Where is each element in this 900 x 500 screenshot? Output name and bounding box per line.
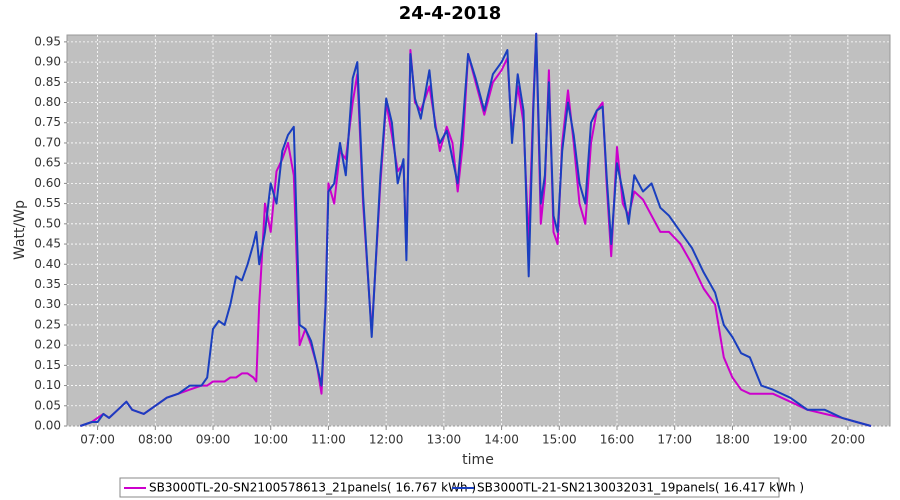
legend — [119, 477, 780, 498]
y-tick-label: 0.20 — [34, 338, 61, 352]
x-tick-label: 12:00 — [369, 433, 404, 447]
series-line — [79, 32, 872, 427]
y-tick-label: 0.90 — [34, 55, 61, 69]
x-tick-label: 08:00 — [138, 433, 173, 447]
y-tick-label: 0.60 — [34, 176, 61, 190]
y-tick-label: 0.35 — [34, 277, 61, 291]
x-tick-label: 13:00 — [427, 433, 462, 447]
y-tick-label: 0.55 — [34, 196, 61, 210]
x-axis-title: time — [462, 452, 494, 468]
chart-title: 24-4-2018 — [399, 3, 502, 24]
x-tick-label: 14:00 — [484, 433, 519, 447]
y-tick-label: 0.40 — [34, 257, 61, 271]
x-tick-label: 09:00 — [196, 433, 231, 447]
plot-area — [66, 34, 891, 427]
x-tick-label: 18:00 — [715, 433, 750, 447]
y-tick-label: 0.75 — [34, 115, 61, 129]
legend-label: SB3000TL-20-SN2100578613_21panels( 16.76… — [149, 481, 476, 495]
y-tick-label: 0.05 — [34, 398, 61, 412]
y-tick-label: 0.00 — [34, 419, 61, 433]
y-tick-label: 0.15 — [34, 358, 61, 372]
x-tick-label: 16:00 — [600, 433, 635, 447]
y-tick-label: 0.85 — [34, 75, 61, 89]
x-tick-label: 10:00 — [253, 433, 288, 447]
y-tick-label: 0.50 — [34, 216, 61, 230]
y-axis-title: Watt/Wp — [12, 200, 28, 260]
y-tick-label: 0.25 — [34, 317, 61, 331]
y-tick-label: 0.80 — [34, 95, 61, 109]
x-tick-label: 11:00 — [311, 433, 346, 447]
x-tick-label: 07:00 — [80, 433, 115, 447]
y-tick-label: 0.10 — [34, 378, 61, 392]
x-tick-label: 17:00 — [657, 433, 692, 447]
y-tick-label: 0.45 — [34, 237, 61, 251]
x-tick-label: 19:00 — [773, 433, 808, 447]
y-tick-label: 0.70 — [34, 135, 61, 149]
legend-label: SB3000TL-21-SN2130032031_19panels( 16.41… — [477, 481, 804, 495]
x-tick-label: 20:00 — [831, 433, 866, 447]
x-tick-label: 15:00 — [542, 433, 577, 447]
y-tick-label: 0.30 — [34, 297, 61, 311]
y-tick-label: 0.65 — [34, 156, 61, 170]
y-tick-label: 0.95 — [34, 34, 61, 48]
